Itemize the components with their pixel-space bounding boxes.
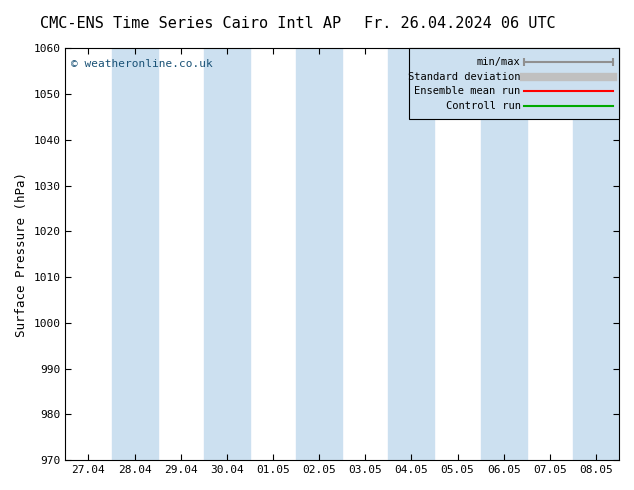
- Bar: [112, 49, 158, 460]
- Text: Controll run: Controll run: [446, 101, 521, 111]
- Bar: [204, 49, 250, 460]
- Bar: [481, 49, 527, 460]
- Y-axis label: Surface Pressure (hPa): Surface Pressure (hPa): [15, 172, 28, 337]
- Text: Ensemble mean run: Ensemble mean run: [414, 86, 521, 97]
- Text: Standard deviation: Standard deviation: [408, 72, 521, 81]
- Text: © weatheronline.co.uk: © weatheronline.co.uk: [71, 59, 212, 69]
- Bar: [573, 49, 619, 460]
- Text: CMC-ENS Time Series Cairo Intl AP: CMC-ENS Time Series Cairo Intl AP: [40, 16, 340, 31]
- Text: Fr. 26.04.2024 06 UTC: Fr. 26.04.2024 06 UTC: [364, 16, 555, 31]
- Bar: [389, 49, 434, 460]
- Bar: [296, 49, 342, 460]
- Text: min/max: min/max: [477, 57, 521, 67]
